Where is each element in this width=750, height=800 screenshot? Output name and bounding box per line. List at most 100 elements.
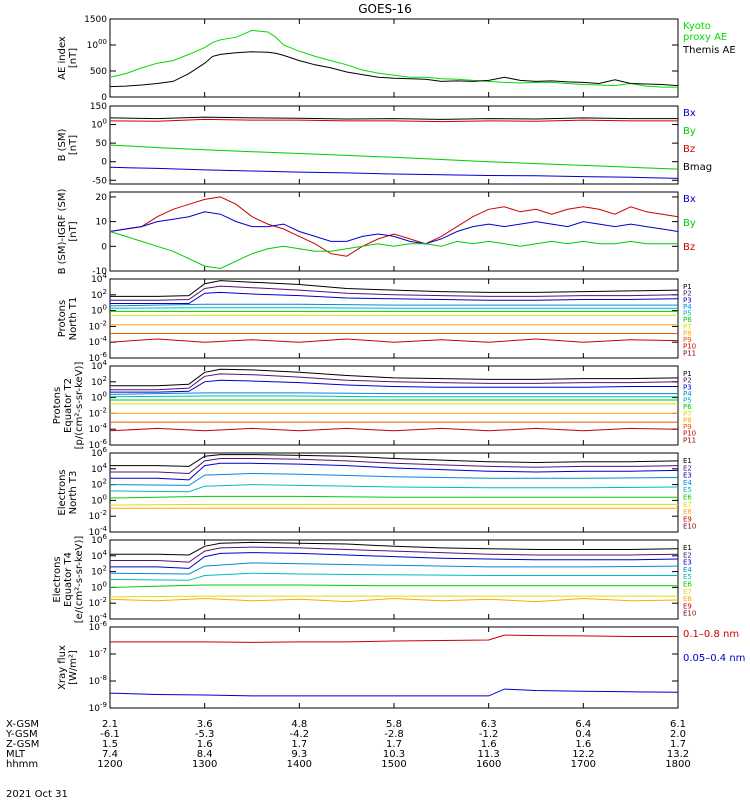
series-line-e2 <box>110 546 679 563</box>
y-tick-label: 500 <box>90 67 107 77</box>
ephemeris-row-label: Z-GSM <box>6 739 39 750</box>
series-line-p1 <box>110 280 679 297</box>
y-tick-label: 10-8 <box>89 674 107 687</box>
y-tick-label: 10-2 <box>89 406 107 419</box>
y-axis-label: B (SM)-IGRF (SM)[nT] <box>57 189 79 275</box>
ephemeris-cell: -2.8 <box>384 729 404 740</box>
y-tick-label: 104 <box>91 462 107 475</box>
panel-1: 0 500 1000 1500 AE index[nT] Kyoto proxy AE The… <box>57 15 736 103</box>
y-tick-label: 1500 <box>84 15 107 25</box>
ephemeris-cell: -5.3 <box>195 729 215 740</box>
legend-entry: By <box>683 126 696 137</box>
legend-entry: P3 <box>683 383 692 391</box>
y-axis-label: ProtonsNorth T1 <box>57 297 79 341</box>
y-tick-label: 50 <box>96 139 108 149</box>
legend-entry: P6 <box>683 316 692 324</box>
ephemeris-row-label: MLT <box>6 749 26 760</box>
series-line-e4 <box>109 562 679 575</box>
legend-entry: By <box>683 218 696 229</box>
legend-entry: P9 <box>683 423 692 431</box>
ephemeris-row-label: hhmm <box>6 759 38 770</box>
ephemeris-cell: 9.3 <box>291 749 307 760</box>
y-tick-label: 0 <box>101 158 107 168</box>
y-tick-label: 10-4 <box>89 422 108 435</box>
panel-frame <box>109 191 679 272</box>
series-line-by <box>109 231 678 270</box>
legend-entry: Bz <box>683 242 695 253</box>
y-axis-label: ProtonsEquator T2[p/(cm²-s-sr-keV)] <box>52 362 85 450</box>
legend-entry: E7 <box>683 588 692 596</box>
legend-entry: P5 <box>683 310 692 318</box>
series-line-e1 <box>110 454 679 467</box>
series-line-e5 <box>109 572 678 581</box>
ephemeris-cell: 1.5 <box>102 739 118 750</box>
series-line-p3 <box>110 291 679 304</box>
panel-3: -10 0 10 20 B (SM)-IGRF (SM)[nT] Bx By Bz <box>57 189 696 277</box>
legend-entry: P10 <box>683 430 696 438</box>
series-line-p1 <box>110 368 679 387</box>
legend-entry: P8 <box>683 416 692 424</box>
y-tick-label: -10 <box>92 267 107 277</box>
series-line-p2 <box>110 373 679 391</box>
legend-entry: E8 <box>683 508 692 516</box>
legend-entry: E10 <box>683 610 696 618</box>
ephemeris-cell: 5.8 <box>386 719 402 730</box>
legend-entry: P8 <box>683 329 692 337</box>
legend-entry: P11 <box>683 349 696 357</box>
ephemeris-cell: 3.6 <box>197 719 213 730</box>
y-tick-label: 150 <box>90 102 107 112</box>
ephemeris-cell: 4.8 <box>291 719 307 730</box>
ephemeris-cell: 7.4 <box>102 749 118 760</box>
legend-entry: P4 <box>683 390 692 398</box>
series-line-0-1-0-8-nm <box>110 634 678 643</box>
series-line-e6 <box>109 495 678 499</box>
series-line-e8 <box>109 597 679 603</box>
legend-entry: P7 <box>683 410 692 418</box>
y-tick-label: -50 <box>92 176 107 186</box>
ephemeris-cell: -6.1 <box>100 729 120 740</box>
legend-entry: E6 <box>683 494 692 502</box>
legend-entry: Bx <box>683 194 696 205</box>
ephemeris-cell: 0.4 <box>575 729 591 740</box>
legend-entry: P4 <box>683 303 692 311</box>
series-line-by <box>109 144 679 170</box>
y-tick-label: 100 <box>91 304 107 317</box>
series-line-p4 <box>109 303 678 307</box>
legend-entry: P10 <box>683 343 696 351</box>
ephemeris-row-label: Y-GSM <box>5 729 38 740</box>
legend-entry: Bx <box>683 108 696 119</box>
series-line-kyoto-proxy-ae <box>109 29 678 88</box>
legend-entry: E4 <box>683 566 692 574</box>
legend-entry: Themis AE <box>682 45 736 56</box>
series-line-bz <box>109 118 678 123</box>
legend-entry: 0.05–0.4 nm <box>683 653 745 664</box>
legend-entry: P6 <box>683 403 692 411</box>
ephemeris-cell: 1700 <box>571 759 596 770</box>
legend-entry: E6 <box>683 581 692 589</box>
y-tick-label: 1000 <box>87 38 107 51</box>
legend-entry: E9 <box>683 515 692 523</box>
legend-entry: P9 <box>683 336 692 344</box>
ephemeris-cell: 6.1 <box>670 719 686 730</box>
y-tick-label: 0 <box>101 242 107 252</box>
y-tick-label: 100 <box>91 118 107 131</box>
ephemeris-row-label: X-GSM <box>6 719 39 730</box>
ephemeris-cell: 10.3 <box>383 749 405 760</box>
series-line-p4 <box>109 392 678 395</box>
legend-entry: E2 <box>683 464 692 472</box>
y-tick-label: 100 <box>91 493 107 506</box>
legend-entry: E1 <box>683 457 692 465</box>
y-tick-label: 10-7 <box>89 647 107 660</box>
y-tick-label: 102 <box>91 375 107 388</box>
ephemeris-cell: 11.3 <box>478 749 500 760</box>
legend-entry: P7 <box>683 323 692 331</box>
ephemeris-cell: 12.2 <box>572 749 594 760</box>
ephemeris-cell: -1.2 <box>479 729 499 740</box>
ephemeris-cell: -4.2 <box>290 729 310 740</box>
series-line-e4 <box>109 472 679 486</box>
ephemeris-cell: 6.4 <box>575 719 591 730</box>
panel-2: -50 0 50 100 150 B (SM)[nT] Bx By Bz Bmag <box>57 102 712 186</box>
